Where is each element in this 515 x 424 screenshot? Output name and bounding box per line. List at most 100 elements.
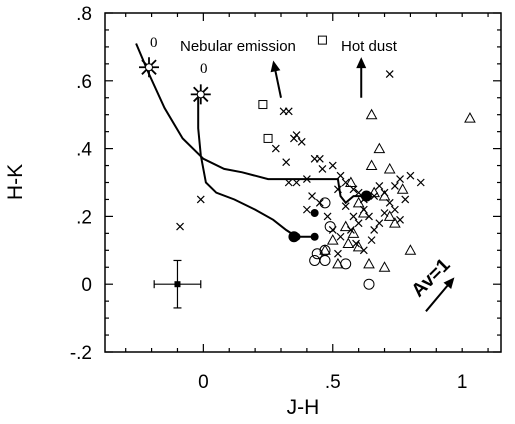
cross-point [284,107,293,116]
arrow-head [356,57,367,69]
x-axis-label: J-H [287,396,320,419]
square-point [263,133,273,143]
hot-dust-annotation: Hot dust [341,38,398,55]
cross-point [297,137,306,146]
triangle-point [396,183,409,194]
y-tick-label: .2 [76,207,92,228]
triangle-point [345,176,357,187]
cross-point [406,171,415,180]
hot-dust-arrow [356,57,367,98]
triangle-point [352,196,365,208]
cross-point [341,178,350,187]
triangle-point [365,159,378,171]
error-bar-center [174,281,181,288]
triangle-point [339,220,352,232]
x-tick-label: 1 [457,372,468,393]
cross-point [284,178,293,187]
cross-point [354,219,363,228]
star-marker [190,84,211,105]
extinction-vector-label: Av=1 [408,254,455,301]
cross-stroke [334,249,342,258]
arrow-head [443,277,455,290]
arrow-head [270,60,281,73]
open-circle-point [319,254,331,266]
star-core [145,63,153,72]
triangle-point [368,186,381,198]
star-label-1: 0 [150,35,158,51]
cross-point [385,70,394,78]
y-tick-label: -.2 [70,343,92,364]
cross-stroke [271,144,280,153]
cross-point [308,192,316,200]
y-tick-label: .8 [76,4,92,25]
cross-point [367,236,376,245]
cross-stroke [284,178,293,187]
cross-point [396,215,404,224]
cross-stroke [315,154,324,163]
axis-ticks [105,12,501,353]
y-axis-label: H-K [4,164,27,200]
cross-stroke [176,222,184,231]
cross-stroke [349,212,358,221]
cross-point [370,226,379,234]
cross-point [396,175,404,184]
triangle-point [363,257,375,269]
cross-point [390,205,399,214]
cross-stroke [302,205,311,214]
cross-stroke [323,212,332,221]
axis-tick-labels: 0 .5 1 .8 .6 .4 .2 0 -.2 [70,4,468,393]
star-core [196,90,205,99]
arrow-shaft [425,283,450,312]
star-marker [139,57,159,78]
cross-point [416,178,425,187]
cross-point [341,202,350,211]
y-tick-label: .6 [76,72,92,93]
square-point [317,35,327,45]
open-circle-point [309,254,321,266]
open-circle-point [340,258,352,270]
cross-point [380,209,389,217]
cross-stroke [401,195,410,204]
x-tick-label: .5 [325,372,341,393]
cross-point [334,249,342,258]
cross-stroke [292,178,301,187]
triangle-point [378,261,391,272]
cross-stroke [370,226,379,234]
cross-point [334,185,342,194]
cross-stroke [341,178,350,187]
cross-point [349,212,358,221]
cross-stroke [375,219,384,228]
cross-stroke [308,192,316,200]
cross-point [318,165,327,173]
cross-stroke [385,70,394,78]
reddening-vectors [270,57,455,312]
cross-stroke [375,181,384,190]
cross-stroke [292,131,301,139]
triangle-point [383,162,396,174]
triangle-point [347,227,360,238]
open-circle-point [319,197,331,209]
x-tick-label: 0 [198,372,209,393]
filled-circle-point [360,190,372,202]
cross-stroke [367,236,376,245]
triangle-point [357,206,370,218]
cross-stroke [406,171,415,180]
cross-stroke [334,185,342,194]
cross-stroke [302,175,311,184]
cross-point [196,195,205,204]
cross-point [370,192,379,200]
triangle-point [365,108,378,120]
cross-stroke [416,178,425,187]
triangle-point [352,240,365,252]
plot-frame [104,12,502,353]
y-tick-label: 0 [81,275,92,296]
cross-stroke [354,219,363,228]
cross-stroke [284,107,293,116]
cross-point [271,144,280,153]
cross-point [292,178,301,187]
error-bar [153,259,202,309]
open-circle-point [363,278,375,290]
cross-stroke [390,205,399,214]
cross-stroke [282,158,291,167]
